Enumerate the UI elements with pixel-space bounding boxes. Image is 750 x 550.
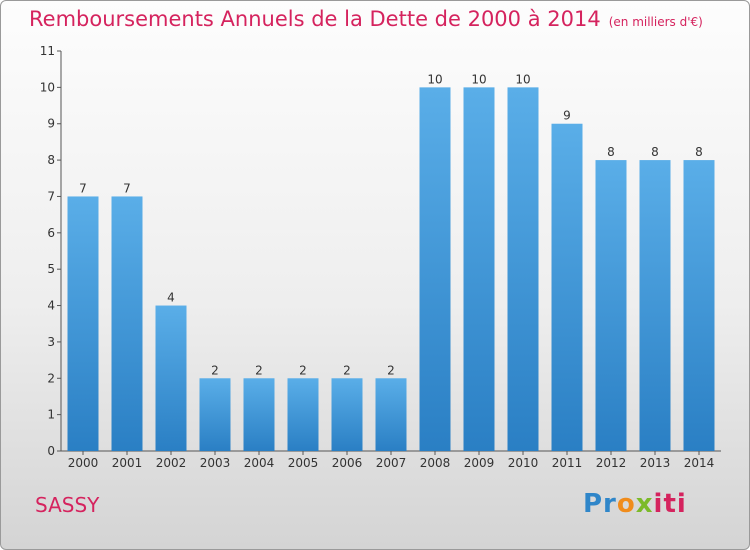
chart-unit: (en milliers d'€) [608,15,703,29]
y-tick-label: 7 [47,189,55,203]
data-label-2008: 10 [427,72,442,86]
x-tick-label-2011: 2011 [552,456,583,470]
bar-2003 [199,378,231,451]
data-label-2009: 10 [471,72,486,86]
x-tick-label-2000: 2000 [68,456,99,470]
x-tick-label-2009: 2009 [464,456,495,470]
x-tick-label-2012: 2012 [596,456,627,470]
x-tick-label-2010: 2010 [508,456,539,470]
data-label-2013: 8 [651,145,659,159]
y-tick-label: 5 [47,262,55,276]
data-label-2012: 8 [607,145,615,159]
bar-2010 [507,87,539,451]
bar-2005 [287,378,319,451]
x-tick-label-2005: 2005 [288,456,319,470]
data-label-2004: 2 [255,363,263,377]
data-label-2010: 10 [515,72,530,86]
data-label-2007: 2 [387,363,395,377]
x-tick-label-2007: 2007 [376,456,407,470]
x-tick-label-2014: 2014 [684,456,715,470]
x-tick-label-2006: 2006 [332,456,363,470]
y-tick-label: 2 [47,371,55,385]
bar-2013 [639,160,671,451]
bar-2012 [595,160,627,451]
chart-title: Remboursements Annuels de la Dette de 20… [29,7,703,31]
x-tick-label-2002: 2002 [156,456,187,470]
bar-2002 [155,305,187,451]
bar-2007 [375,378,407,451]
data-label-2000: 7 [79,181,87,195]
bar-2008 [419,87,451,451]
y-tick-label: 6 [47,226,55,240]
data-label-2001: 7 [123,181,131,195]
bar-2014 [683,160,715,451]
bar-2000 [67,196,99,451]
y-tick-label: 1 [47,408,55,422]
bar-2009 [463,87,495,451]
y-tick-label: 9 [47,117,55,131]
y-tick-label: 10 [40,80,55,94]
chart-title-text: Remboursements Annuels de la Dette de 20… [29,7,601,31]
bar-2006 [331,378,363,451]
y-tick-label: 11 [40,44,55,58]
data-label-2003: 2 [211,363,219,377]
bar-2004 [243,378,275,451]
data-label-2002: 4 [167,291,175,305]
town-name: SASSY [35,493,100,517]
y-tick-label: 4 [47,299,55,313]
x-tick-label-2013: 2013 [640,456,671,470]
x-tick-label-2001: 2001 [112,456,143,470]
data-label-2011: 9 [563,109,571,123]
bar-2001 [111,196,143,451]
x-tick-label-2008: 2008 [420,456,451,470]
y-tick-label: 3 [47,335,55,349]
y-tick-label: 0 [47,444,55,458]
data-label-2005: 2 [299,363,307,377]
y-tick-label: 8 [47,153,55,167]
x-tick-label-2004: 2004 [244,456,275,470]
data-label-2006: 2 [343,363,351,377]
bar-2011 [551,123,583,452]
data-label-2014: 8 [695,145,703,159]
proxiti-logo: Proxiti [583,489,687,519]
x-tick-label-2003: 2003 [200,456,231,470]
